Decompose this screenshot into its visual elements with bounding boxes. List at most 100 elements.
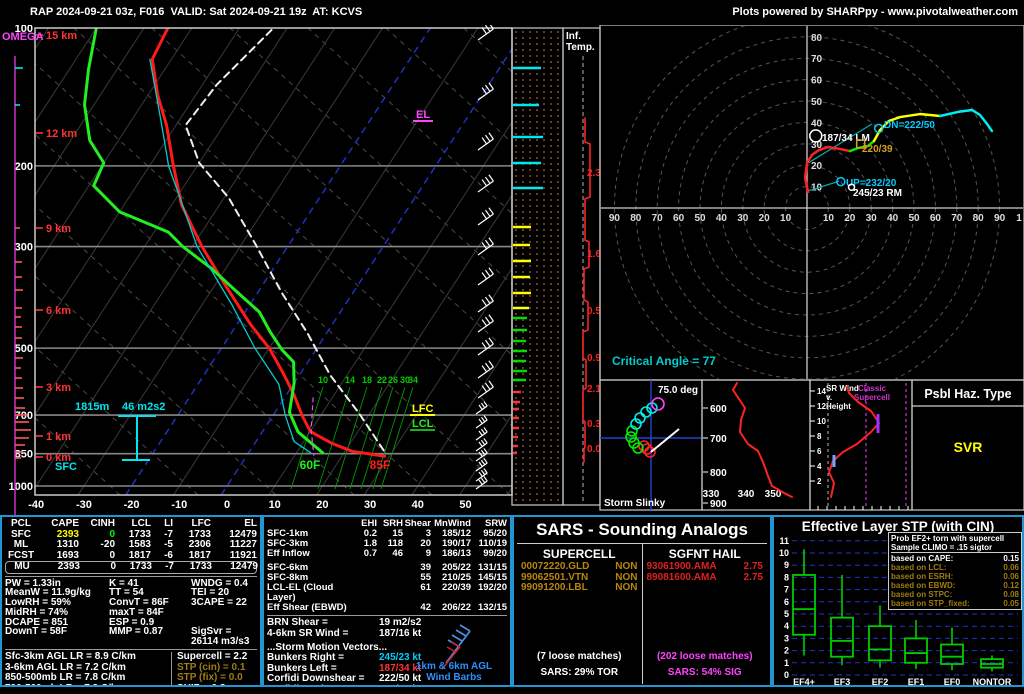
stp-legend-value: 0.06 [1003,563,1019,572]
stp-boxplot-panel: Effective Layer STP (with CIN) 0 1 2 3 4 5 6 7 8… [772,515,1024,687]
storm-motion-label: Bunkers Right = [267,652,344,663]
wind-barb [475,427,488,441]
stp-category-label: EF2 [872,677,889,687]
stp-title: Effective Layer STP (with CIN) [801,519,995,534]
isotherm-line [363,267,512,495]
sars-match-value: NON [615,582,638,593]
wind-barb [475,415,488,429]
mixing-ratio-line [372,386,406,490]
isotherm-line [35,28,193,270]
parcel-cell: -7 [165,561,174,572]
inferred-temp-value: 0.0 [587,444,601,455]
thermo-cell: TEI = 20 [191,587,230,599]
kinematics-col-header: SRW [485,518,507,529]
header-title: RAP 2024-09-21 03z, F016 VALID: Sat 2024… [30,6,363,18]
divider [267,615,507,616]
storm-motion-value: 245/23 kt [379,652,422,663]
thetae-curve [732,382,793,498]
kinematics-row: Eff Shear (EBWD) 42 206/22 132/15 [267,603,507,613]
kinematics-cell: SFC-8km [267,572,309,583]
critical-angle-label: Critical Angle = 77 [612,354,716,368]
composite-index-item: STP (cin) = 0.1 [177,661,246,673]
parcel-cell: 12479 [229,528,257,540]
storm-motion-label: 245/23 RM [853,188,902,199]
mixing-ratio-label: 22 [377,375,387,385]
composite-indices-list: Supercell = 2.2 STP (cin) = 0.1 STP (fix) … [171,652,257,685]
parcel-cell: -5 [164,539,173,550]
shear-misc-value: 187/16 kt [379,627,422,639]
stp-y-tick-label: 9 [784,560,789,570]
kinematics-cell: 55 [420,572,431,583]
stp-legend-row: based on STP_fixed: 0.05 [891,599,1019,608]
sfc-label: SFC [55,461,77,473]
mixing-ratio-label: 18 [362,375,372,385]
lfc-label: LFC [412,403,433,415]
sars-match-row: 93061900.AMA 2.75 [643,561,768,573]
kinematics-cell: 39 [420,562,431,573]
stp-legend-title: Prob EF2+ torn with supercell [891,534,1005,543]
isotherm-line [173,28,479,495]
sars-match-id: 00072220.GLD [521,561,590,572]
kinematics-cell: 99/20 [483,548,507,559]
stp-legend-label: based on STP_fixed: [891,599,970,608]
thermo-cell: MMP = 0.87 [109,626,164,638]
stp-legend-row: based on CAPE: 0.15 [891,554,1019,563]
slinky-circle [630,418,642,430]
parcel-cell: 11921 [229,549,257,561]
composite-index-item: SHIP = 0.8 [177,683,257,685]
parcel-col-header: PCL [11,518,31,529]
dewpoint-curve [83,28,325,455]
pressure-tick-label: 850 [15,449,33,461]
isotherm-line [35,28,145,197]
stp-legend-label: based on LCL: [891,563,947,572]
parcel-table-row: SFC 2393 0 1733 -7 1733 12479 [5,528,257,541]
storm-motion-row: Corfidi Downshear = 222/50 kt [267,673,507,685]
parcel-cell: -6 [164,549,173,561]
kinematics-cell: 9 [425,548,431,559]
stp-legend-row: based on LCL: 0.06 [891,563,1019,572]
thetae-x-label: 350 [765,489,782,500]
kinematics-cell [377,583,403,603]
slinky-circle [644,446,656,458]
isotherm-line [506,486,512,495]
kinematics-cell: 220/39 [441,582,471,593]
storm-motion-marker [855,139,866,149]
dry-adiabat-line [35,204,355,495]
hodograph-axis-label: 90 [609,213,621,224]
stp-legend-label: based on CAPE: [891,554,954,563]
wind-barb [477,337,494,356]
temperature-tick-label: 40 [412,499,424,511]
stp-y-tick-label: 2 [784,646,789,656]
pressure-tick-label: 300 [15,242,33,254]
thermo-cell: PW = 1.33in [5,577,61,589]
slinky-circle [628,437,640,449]
srwind-y-label: 2 [817,477,822,486]
mixing-ratio-label: 14 [345,375,355,385]
storm-motion-label: Corfidi Upshear = [267,684,379,685]
kinematics-cell: 210/25 [441,572,471,583]
stp-y-tick-label: 5 [784,609,789,619]
thetae-x-label: 330 [703,489,720,500]
parcel-cell: 2393 [56,528,79,540]
temperature-tick-label: 10 [269,499,281,511]
srwind-title: Height [826,402,851,411]
storm-motion-label: Corfidi Downshear = [267,673,365,684]
stp-legend-label: based on ESRH: [891,572,954,581]
storm-motion-label: UP=232/20 [846,178,897,189]
hodograph-trace-9-12km [938,108,994,133]
hazard-value: SVR [954,439,983,455]
sars-hail-header: SGFNT HAIL [668,547,741,561]
kinematics-cell [377,603,403,613]
highlight-isotherm-line [220,47,512,495]
stp-box [940,643,964,665]
lapse-rate-list: Sfc-3km AGL LR = 8.9 C/km 3-6km AGL LR = … [5,652,171,685]
sars-match-row: 00072220.GLD NON [517,561,642,573]
temperature-tick-label: 30 [364,499,376,511]
isotherm-line [411,340,512,495]
stp-y-tick-label: 6 [784,597,789,607]
height-label: 0 km [46,452,71,464]
hodograph-ring-label: 30 [811,140,823,151]
stp-legend-value: 0.15 [1003,554,1019,563]
mixing-ratio-line [360,386,394,490]
isotherm-line [459,413,512,495]
